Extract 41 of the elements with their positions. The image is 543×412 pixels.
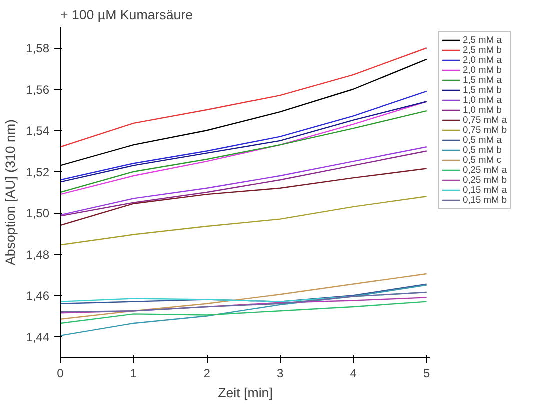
y-tick-label: 1,56: [26, 82, 50, 97]
legend-label: 0,5 mM a: [463, 135, 502, 145]
legend-label: 0,75 mM b: [463, 125, 508, 135]
line-series: [60, 301, 428, 324]
x-tick-label: 4: [350, 366, 358, 380]
legend-label: 2,5 mM b: [463, 45, 502, 55]
x-tick-label: 3: [276, 366, 284, 380]
legend-label: 1,0 mM b: [463, 105, 502, 115]
legend-label: 0,75 mM a: [463, 115, 508, 125]
line-series: [60, 196, 428, 246]
y-tick-label: 1,44: [26, 330, 50, 344]
legend-label: 0,25 mM b: [463, 175, 508, 185]
y-tick-label: 1,54: [26, 124, 50, 138]
y-tick-label: 1,46: [26, 289, 50, 304]
x-tick-label: 5: [424, 366, 430, 380]
legend-label: 0,15 mM a: [463, 185, 508, 195]
y-tick-label: 1,52: [26, 165, 50, 180]
line-series: [60, 292, 428, 313]
legend-label: 1,5 mM a: [463, 75, 502, 85]
line-series: [60, 48, 428, 148]
legend-label: 1,0 mM a: [463, 95, 502, 105]
x-tick-label: 2: [204, 366, 211, 380]
legend-label: 0,15 mM b: [463, 195, 508, 205]
chart-title: + 100 µM Kumarsäure: [60, 8, 194, 22]
legend-label: 0,25 mM a: [463, 165, 508, 175]
legend-label: 1,5 mM b: [463, 85, 502, 95]
legend-label: 0,5 mM b: [463, 145, 502, 155]
x-tick-label: 0: [57, 366, 64, 380]
y-tick-label: 1,50: [26, 206, 50, 221]
line-series: [60, 284, 428, 336]
line-series: [60, 168, 428, 226]
legend-label: 2,5 mM a: [463, 35, 502, 45]
legend-label: 2,0 mM a: [463, 55, 502, 65]
y-tick-label: 1,48: [26, 248, 50, 262]
y-axis-title: Absoption [AU] (310 nm): [3, 120, 18, 266]
line-series: [60, 273, 428, 320]
x-axis-title: Zeit [min]: [218, 386, 273, 400]
y-tick-label: 1,58: [26, 42, 50, 56]
x-tick-label: 1: [130, 366, 138, 380]
legend-label: 2,0 mM b: [463, 65, 502, 75]
legend-label: 0,5 mM c: [463, 155, 502, 165]
